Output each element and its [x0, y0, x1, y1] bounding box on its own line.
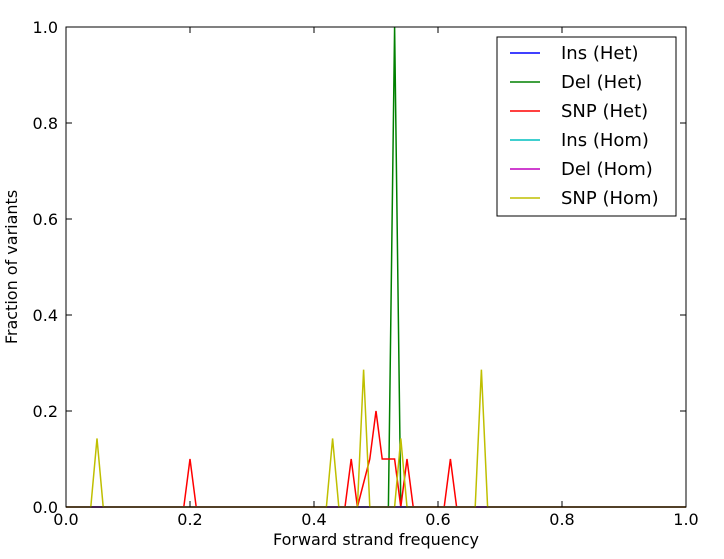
legend: Ins (Het) Del (Het) SNP (Het) Ins (Hom) Del …: [496, 36, 677, 217]
x-tick-label: 1.0: [673, 510, 698, 529]
x-tick-label: 0.4: [301, 510, 326, 529]
legend-box: [496, 36, 677, 217]
ticks-layer: 0.0 0.2 0.4 0.6 0.8 1.0 0.0 0.2 0.4 0.6 0.8 1.0: [33, 18, 699, 529]
series-line-5: [66, 369, 686, 508]
legend-label-1: Del (Het): [561, 72, 642, 93]
legend-label-3: Ins (Hom): [561, 130, 649, 151]
y-tick-label: 0.4: [33, 306, 58, 325]
x-tick-label: 0.6: [425, 510, 450, 529]
legend-label-4: Del (Hom): [561, 159, 653, 180]
y-tick-label: 0.8: [33, 114, 58, 133]
plot-frame: [65, 26, 687, 508]
y-tick-label: 1.0: [33, 18, 58, 37]
y-tick-label: 0.2: [33, 402, 58, 421]
x-tick-label: 0.2: [177, 510, 202, 529]
x-tick-label: 0.0: [53, 510, 78, 529]
legend-label-2: SNP (Het): [561, 101, 648, 122]
x-tick-label: 0.8: [549, 510, 574, 529]
legend-label-5: SNP (Hom): [561, 188, 659, 209]
y-tick-label: 0.0: [33, 498, 58, 517]
x-axis-label: Forward strand frequency: [273, 530, 479, 549]
y-axis-label: Fraction of variants: [2, 190, 21, 344]
legend-label-0: Ins (Het): [561, 43, 639, 64]
y-tick-label: 0.6: [33, 210, 58, 229]
